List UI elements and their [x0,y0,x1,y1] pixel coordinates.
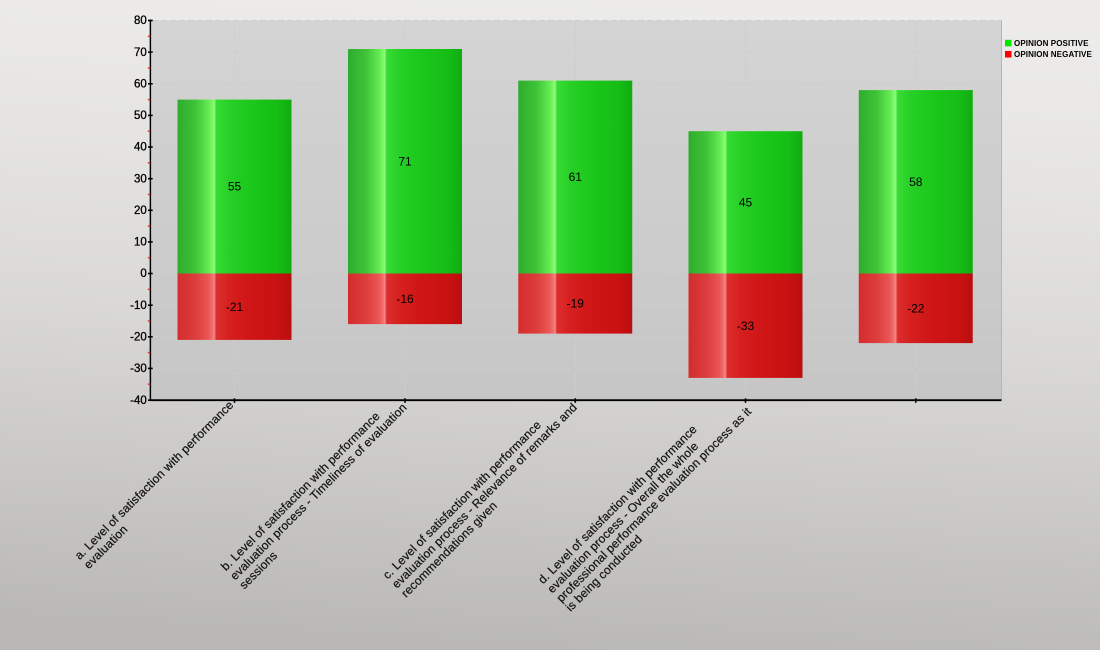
svg-text:58: 58 [909,175,923,189]
svg-text:OPINION POSITIVE: OPINION POSITIVE [1014,39,1089,48]
svg-text:80: 80 [134,15,147,27]
svg-text:60: 60 [134,79,147,91]
svg-text:-33: -33 [737,319,755,333]
svg-text:-10: -10 [130,300,147,312]
svg-text:61: 61 [569,170,583,184]
svg-text:OPINION NEGATIVE: OPINION NEGATIVE [1014,50,1092,59]
svg-text:0: 0 [140,268,146,280]
svg-text:55: 55 [228,180,242,194]
svg-text:-19: -19 [567,297,585,311]
svg-text:70: 70 [134,47,147,59]
svg-text:45: 45 [739,196,753,210]
svg-text:-20: -20 [130,332,147,344]
svg-text:-16: -16 [396,292,414,306]
svg-text:-22: -22 [907,301,925,315]
svg-text:40: 40 [134,142,147,154]
svg-text:30: 30 [134,173,147,185]
svg-text:20: 20 [134,205,147,217]
svg-text:-21: -21 [226,300,244,314]
svg-text:-40: -40 [130,395,147,407]
svg-text:50: 50 [134,110,147,122]
svg-text:71: 71 [398,154,412,168]
svg-text:-30: -30 [130,363,147,375]
svg-text:10: 10 [134,237,147,249]
